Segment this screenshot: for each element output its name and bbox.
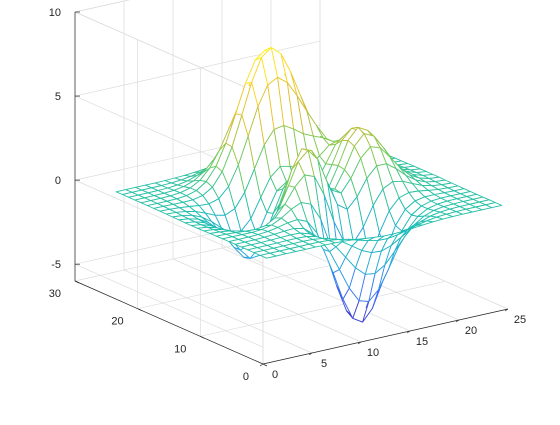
x-axis-line	[262, 308, 509, 365]
y-tick-mark	[262, 363, 268, 367]
back-wall-grid-line	[74, 40, 321, 97]
x-tick-label: 20	[465, 325, 477, 337]
floor-grid-line	[172, 258, 362, 343]
z-tick-label: 10	[49, 7, 61, 19]
z-tick-label: 0	[55, 175, 61, 187]
x-tick-label: 5	[321, 358, 327, 370]
y-tick-mark	[74, 280, 80, 284]
y-axis-line	[74, 280, 264, 365]
floor-grid-line	[123, 269, 313, 354]
box-edge-line	[74, 0, 131, 13]
floor-grid-line	[200, 280, 446, 337]
y-tick-mark	[137, 308, 142, 311]
back-wall-grid-line	[74, 0, 131, 13]
box-edge-line	[74, 11, 264, 96]
x-tick-label: 0	[272, 369, 278, 381]
axis-lines	[74, 12, 509, 365]
y-tick-label: 20	[111, 316, 123, 328]
y-tick-mark	[200, 336, 205, 339]
mesh-cell	[485, 202, 503, 209]
x-tick-label: 10	[367, 347, 379, 359]
x-tick-label: 15	[416, 336, 428, 348]
x-tick-mark	[504, 308, 509, 312]
y-tick-label: 10	[174, 343, 186, 355]
tick-labels: 0 5 10 15 20 25 0 10 20 30 -5 0 5 10	[49, 7, 526, 383]
x-tick-label: 25	[514, 314, 526, 326]
y-tick-label: 0	[243, 371, 249, 383]
y-tick-label: 30	[49, 288, 61, 300]
x-tick-mark	[259, 363, 264, 367]
x-tick-mark	[406, 330, 411, 334]
mesh-surface	[115, 47, 503, 323]
x-tick-mark	[308, 352, 313, 356]
left-wall-grid-line	[74, 179, 264, 264]
left-wall-grid-line	[74, 263, 264, 348]
x-tick-mark	[357, 341, 362, 345]
floor-grid-line	[221, 247, 411, 332]
x-tick-mark	[455, 319, 460, 323]
z-tick-label: -5	[51, 259, 61, 271]
z-tick-label: 5	[55, 91, 61, 103]
